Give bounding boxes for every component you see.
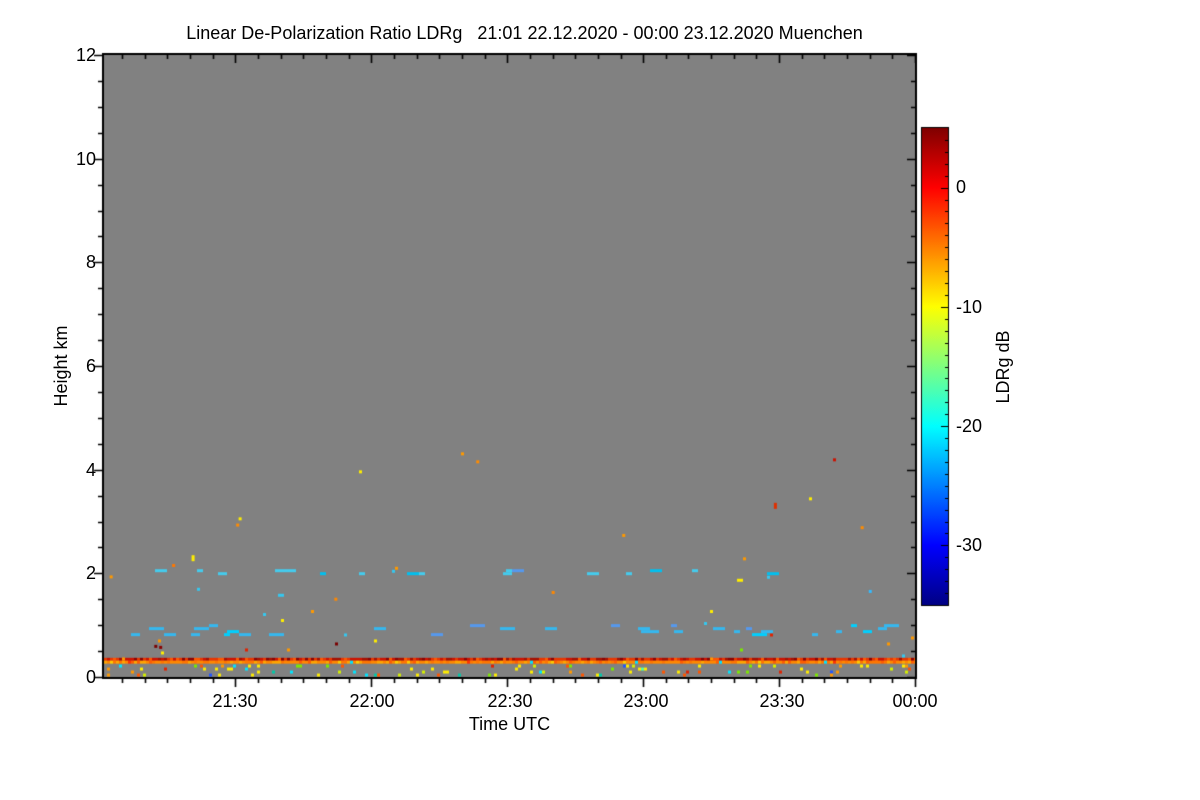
y-tick-label-2: 2 [85,563,96,583]
colorbar-tick-label-m20: -20 [956,416,983,436]
y-tick-label-8: 8 [85,252,96,272]
y-tick-label-4: 4 [85,460,96,480]
x-tick-label-2200: 22:00 [349,691,395,711]
y-tick-label-10: 10 [75,149,96,169]
x-tick-label-2230: 22:30 [487,691,533,711]
colorbar-title: LDRg dB [993,330,1013,404]
x-tick-label-2300: 23:00 [623,691,669,711]
y-tick-label-0: 0 [85,667,96,687]
y-tick-label-6: 6 [85,356,96,376]
y-tick-label-12: 12 [75,45,96,65]
colorbar-tick-label-m10: -10 [956,297,983,317]
colorbar-tick-label-m30: -30 [956,535,983,555]
x-tick-label-2330: 23:30 [759,691,805,711]
chart-title: Linear De-Polarization Ratio LDRg 21:01 … [186,23,863,43]
colorbar-tick-label-0: 0 [956,177,967,197]
x-tick-label-0000: 00:00 [892,691,938,711]
x-axis-label: Time UTC [468,714,551,734]
x-tick-label-2130: 21:30 [212,691,258,711]
